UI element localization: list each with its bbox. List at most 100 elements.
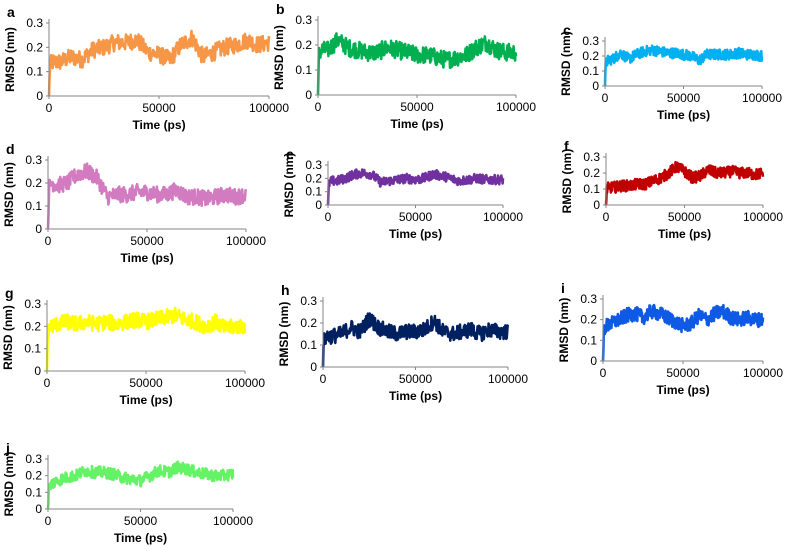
x-tick-label: 50000 [667,91,701,105]
y-tick-label: 0.2 [25,469,42,483]
x-tick-label: 0 [44,376,51,390]
x-tick-label: 0 [603,210,610,224]
x-tick-label: 50000 [668,210,702,224]
y-tick-label: 0.2 [24,319,41,333]
x-tick-label: 0 [602,91,609,105]
panel-g: g 0 0.1 0.2 0.3 0 50000 100000 Time (ps) RMSD (nm… [1,285,265,407]
y-tick-label: 0 [35,222,42,236]
panel-e: e 00.10.20.3 0 50000 100000 Time (ps) RMSD (nm… [282,146,523,241]
y-tick-label: 0.2 [582,49,599,63]
y-tick-label: 0.2 [305,171,322,185]
y-tick-label: 0.1 [583,182,600,196]
x-tick-label: 0 [325,210,332,224]
y-axis-title: RMSD (nm) [277,302,291,367]
x-tick-label: 0 [46,101,53,115]
x-tick-label: 100000 [742,91,782,105]
x-tick-label: 50000 [124,514,158,528]
y-tick-label: 0 [592,79,599,93]
y-axis-title: RMSD (nm) [557,298,571,363]
series-line-h [321,312,510,368]
series-line-f [604,160,765,206]
panel-j: j 0 0.1 0.2 0.3 0 50000 100000 Time (ps) RMSD (nm… [2,440,253,545]
x-tick-label: 50000 [666,366,700,380]
y-axis-title: RMSD (nm) [272,25,286,90]
x-tick-label: 100000 [483,210,523,224]
y-tick-label: 0.3 [300,294,317,308]
y-tick-label: 0 [36,89,43,103]
y-tick-label: 0.1 [582,64,599,78]
y-tick-label: 0.3 [295,13,312,27]
y-tick-label: 0.1 [300,338,317,352]
panel-letter-c: c [563,22,571,38]
x-axis-title: Time (ps) [389,227,442,241]
y-tick-label: 0.3 [25,452,42,466]
x-axis-title: Time (ps) [657,108,710,122]
y-tick-label: 0.3 [583,150,600,164]
series-line-j [46,460,235,510]
x-tick-label: 50000 [400,100,434,114]
x-tick-label: 50000 [399,372,433,386]
y-tick-label: 0 [315,198,322,212]
y-tick-label: 0.2 [295,38,312,52]
y-tick-label: 0.1 [25,485,42,499]
x-tick-label: 100000 [226,234,266,248]
x-axis-title: Time (ps) [119,393,172,407]
y-tick-label: 0.1 [26,65,43,79]
y-axis-title: RMSD (nm) [282,153,296,218]
x-tick-label: 0 [320,372,327,386]
x-axis-title: Time (ps) [132,118,185,132]
x-tick-label: 50000 [142,101,176,115]
series-line-b [316,32,518,96]
panel-letter-j: j [5,440,10,456]
panel-i: i 0 0.1 0.2 0.3 0 50000 100000 Time (ps) RMSD (nm… [557,280,783,397]
panel-letter-i: i [561,280,565,296]
y-tick-label: 0.1 [305,185,322,199]
panel-a: a 0 0.1 0.2 0.3 0 50000 100000 Time (ps) RMSD (nm… [3,4,289,132]
x-tick-label: 0 [315,100,322,114]
series-line-e [326,168,505,206]
x-axis-title: Time (ps) [389,389,442,403]
x-tick-label: 0 [45,234,52,248]
y-tick-label: 0.3 [582,34,599,48]
y-tick-label: 0.3 [305,158,322,172]
y-tick-label: 0.1 [25,199,42,213]
y-tick-label: 0.1 [580,333,597,347]
panel-letter-f: f [564,138,569,154]
y-axis-title: RMSD (nm) [560,149,574,214]
y-tick-label: 0.3 [24,297,41,311]
x-tick-label: 100000 [488,372,528,386]
y-tick-label: 0.3 [25,153,42,167]
y-axis-title: RMSD (nm) [2,162,16,227]
x-tick-label: 100000 [743,366,783,380]
x-tick-label: 100000 [225,376,265,390]
y-tick-label: 0 [593,198,600,212]
x-axis-title: Time (ps) [656,383,709,397]
y-tick-label: 0.2 [25,176,42,190]
y-tick-label: 0 [305,88,312,102]
x-tick-label: 100000 [743,210,783,224]
y-tick-label: 0.3 [26,16,43,30]
y-tick-label: 0 [590,354,597,368]
x-axis-title: Time (ps) [658,227,711,241]
panel-letter-e: e [286,146,294,162]
panel-h: h 0 0.1 0.2 0.3 0 50000 100000 Time (ps) RMSD (nm… [277,282,528,403]
y-tick-label: 0.2 [26,40,43,54]
y-tick-label: 0 [35,502,42,516]
x-tick-label: 100000 [496,100,536,114]
x-tick-label: 0 [45,514,52,528]
y-axis-title: RMSD (nm) [1,305,15,370]
series-line-d [46,162,248,230]
panel-letter-h: h [281,282,290,298]
panel-letter-g: g [5,285,14,301]
y-axis-title: RMSD (nm) [3,27,17,92]
y-axis-title: RMSD (nm) [2,452,16,517]
panel-d: d 0 0.1 0.2 0.3 0 50000 100000 Time (ps) RMSD (nm… [2,141,266,265]
y-tick-label: 0.2 [583,166,600,180]
y-tick-label: 0.3 [580,292,597,306]
y-tick-label: 0.2 [580,313,597,327]
x-axis-title: Time (ps) [114,531,167,545]
x-tick-label: 50000 [129,376,163,390]
panel-b: b 0 0.1 0.2 0.3 0 50000 100000 Time (ps) RMSD (nm… [272,1,536,131]
